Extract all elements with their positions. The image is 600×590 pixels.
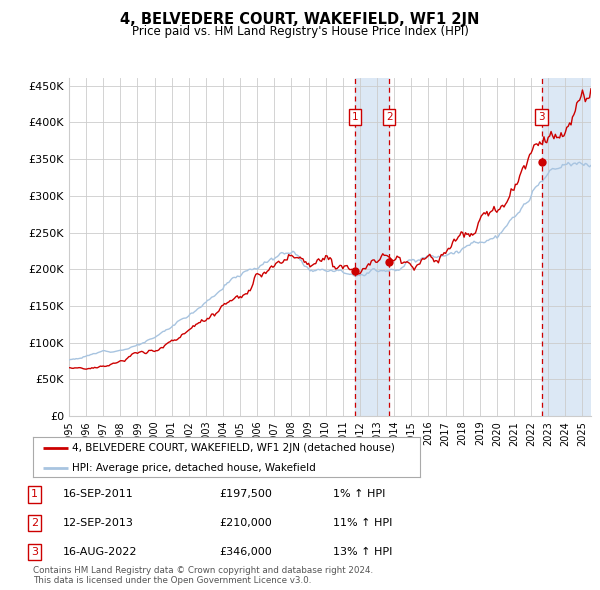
- Bar: [542, 78, 591, 416]
- Text: 4, BELVEDERE COURT, WAKEFIELD, WF1 2JN (detached house): 4, BELVEDERE COURT, WAKEFIELD, WF1 2JN (…: [72, 443, 395, 453]
- Text: 1: 1: [352, 112, 358, 122]
- Text: 1: 1: [31, 490, 38, 499]
- Text: This data is licensed under the Open Government Licence v3.0.: This data is licensed under the Open Gov…: [33, 576, 311, 585]
- Text: 16-AUG-2022: 16-AUG-2022: [63, 548, 137, 557]
- Text: 3: 3: [538, 112, 545, 122]
- Text: 2: 2: [386, 112, 392, 122]
- Text: 12-SEP-2013: 12-SEP-2013: [63, 519, 134, 528]
- Text: 2: 2: [31, 519, 38, 528]
- Text: 16-SEP-2011: 16-SEP-2011: [63, 490, 134, 499]
- Text: 1% ↑ HPI: 1% ↑ HPI: [333, 490, 385, 499]
- Text: £210,000: £210,000: [219, 519, 272, 528]
- Text: £346,000: £346,000: [219, 548, 272, 557]
- Text: 3: 3: [31, 548, 38, 557]
- Text: Price paid vs. HM Land Registry's House Price Index (HPI): Price paid vs. HM Land Registry's House …: [131, 25, 469, 38]
- Text: £197,500: £197,500: [219, 490, 272, 499]
- Text: Contains HM Land Registry data © Crown copyright and database right 2024.: Contains HM Land Registry data © Crown c…: [33, 566, 373, 575]
- Text: 13% ↑ HPI: 13% ↑ HPI: [333, 548, 392, 557]
- Text: 11% ↑ HPI: 11% ↑ HPI: [333, 519, 392, 528]
- Text: HPI: Average price, detached house, Wakefield: HPI: Average price, detached house, Wake…: [72, 463, 316, 473]
- Text: 4, BELVEDERE COURT, WAKEFIELD, WF1 2JN: 4, BELVEDERE COURT, WAKEFIELD, WF1 2JN: [121, 12, 479, 27]
- Bar: [355, 78, 389, 416]
